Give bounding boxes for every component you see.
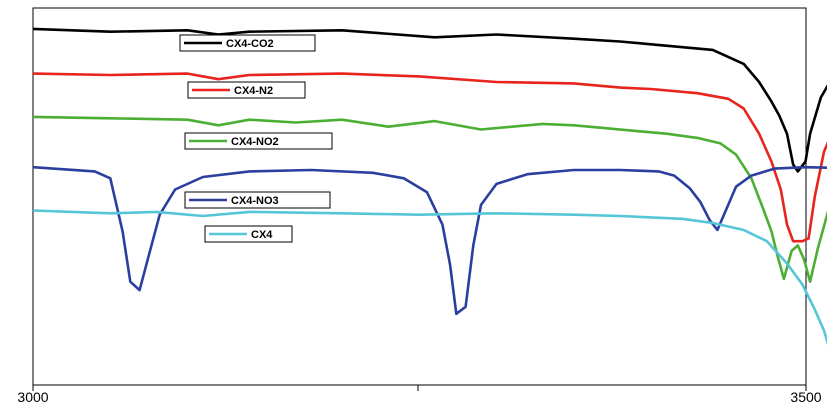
x-tick-label-3500: 3500 <box>790 389 821 404</box>
series-line-cx4 <box>32 209 827 346</box>
legend-box <box>179 34 316 52</box>
legend-box <box>184 132 333 150</box>
legend-label: CX4 <box>251 229 273 241</box>
legend-entry-cx4-no3: CX4-NO3 <box>184 191 331 209</box>
x-tick-label-3000: 3000 <box>17 389 48 404</box>
plot-frame <box>32 7 807 386</box>
legend-entry-cx4: CX4 <box>204 225 293 243</box>
series-line-cx4-n2 <box>32 72 827 243</box>
legend-label: CX4-CO2 <box>226 38 274 50</box>
legend-label: CX4-NO3 <box>231 195 279 207</box>
legend-box <box>187 81 306 99</box>
legend-label: CX4-NO2 <box>231 136 279 148</box>
x-axis: 3000 3500 <box>17 385 822 405</box>
legend-label: CX4-N2 <box>234 85 273 97</box>
legend-entry-cx4-no2: CX4-NO2 <box>184 132 333 150</box>
series-line-cx4-co2 <box>32 27 827 173</box>
series-layer <box>32 27 827 346</box>
legend-box <box>184 191 331 209</box>
legend-box <box>204 225 293 243</box>
legend-entry-cx4-co2: CX4-CO2 <box>179 34 316 52</box>
series-line-cx4-no3 <box>32 165 827 316</box>
series-line-cx4-no2 <box>32 115 827 283</box>
legend-entry-cx4-n2: CX4-N2 <box>187 81 306 99</box>
legend-layer: CX4-CO2 CX4-N2 CX4-NO2 CX4-NO3 CX4 <box>179 34 333 243</box>
